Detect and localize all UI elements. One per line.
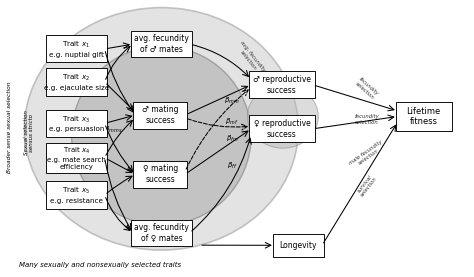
Text: Trait $x_3$
e.g. persuasion: Trait $x_3$ e.g. persuasion bbox=[49, 115, 104, 132]
FancyBboxPatch shape bbox=[46, 181, 107, 209]
FancyBboxPatch shape bbox=[46, 68, 107, 96]
Text: survival
selection: survival selection bbox=[356, 173, 379, 198]
Text: Broader sense sexual selection: Broader sense sexual selection bbox=[7, 82, 12, 173]
Text: avg. fecundity
of ♂ mates: avg. fecundity of ♂ mates bbox=[134, 34, 189, 54]
FancyBboxPatch shape bbox=[131, 220, 191, 246]
FancyBboxPatch shape bbox=[273, 234, 324, 257]
Text: ♂ reproductive
success: ♂ reproductive success bbox=[253, 75, 311, 95]
FancyBboxPatch shape bbox=[131, 31, 191, 57]
FancyBboxPatch shape bbox=[46, 143, 107, 173]
FancyBboxPatch shape bbox=[46, 110, 107, 137]
Text: fecundity
selection: fecundity selection bbox=[354, 77, 380, 101]
Text: Trait $x_4$
e.g. mate search
efficiency: Trait $x_4$ e.g. mate search efficiency bbox=[47, 145, 106, 170]
Text: $\beta_{ff}$: $\beta_{ff}$ bbox=[227, 161, 237, 171]
Text: male fecundity
selection: male fecundity selection bbox=[348, 139, 386, 171]
FancyBboxPatch shape bbox=[249, 71, 315, 98]
Text: avg. fecundity
of ♀ mates: avg. fecundity of ♀ mates bbox=[134, 223, 189, 243]
Ellipse shape bbox=[24, 7, 299, 250]
FancyBboxPatch shape bbox=[134, 161, 187, 188]
Text: Sexual selection
sensus stricto: Sexual selection sensus stricto bbox=[24, 111, 35, 155]
FancyBboxPatch shape bbox=[249, 115, 315, 142]
Text: Lifetime
fitness: Lifetime fitness bbox=[407, 107, 441, 126]
FancyBboxPatch shape bbox=[396, 102, 452, 131]
Text: avg. fecundity
selection: avg. fecundity selection bbox=[234, 40, 266, 77]
Text: fecundity
selection: fecundity selection bbox=[355, 114, 379, 125]
Text: $\beta_{mms}$: $\beta_{mms}$ bbox=[104, 125, 123, 135]
FancyBboxPatch shape bbox=[46, 35, 107, 62]
Text: Longevity: Longevity bbox=[280, 241, 317, 250]
Text: Trait $x_5$
e.g. resistance: Trait $x_5$ e.g. resistance bbox=[50, 186, 103, 204]
Text: $\beta_{fm}$: $\beta_{fm}$ bbox=[226, 134, 238, 143]
Text: Trait $x_1$
e.g. nuptial gift: Trait $x_1$ e.g. nuptial gift bbox=[49, 40, 104, 58]
Text: ♀ mating
success: ♀ mating success bbox=[143, 165, 178, 184]
Text: Trait $x_2$
e.g. ejaculate size: Trait $x_2$ e.g. ejaculate size bbox=[44, 73, 109, 91]
Text: Many sexually and nonsexually selected traits: Many sexually and nonsexually selected t… bbox=[18, 262, 181, 268]
Ellipse shape bbox=[72, 46, 251, 225]
Text: $\beta_{mm}$: $\beta_{mm}$ bbox=[224, 96, 240, 106]
Text: ♂ mating
success: ♂ mating success bbox=[142, 105, 178, 125]
Text: $\beta_{mf}$: $\beta_{mf}$ bbox=[226, 117, 239, 127]
Ellipse shape bbox=[247, 85, 318, 148]
Text: ♀ reproductive
success: ♀ reproductive success bbox=[254, 119, 310, 139]
FancyBboxPatch shape bbox=[134, 102, 187, 129]
